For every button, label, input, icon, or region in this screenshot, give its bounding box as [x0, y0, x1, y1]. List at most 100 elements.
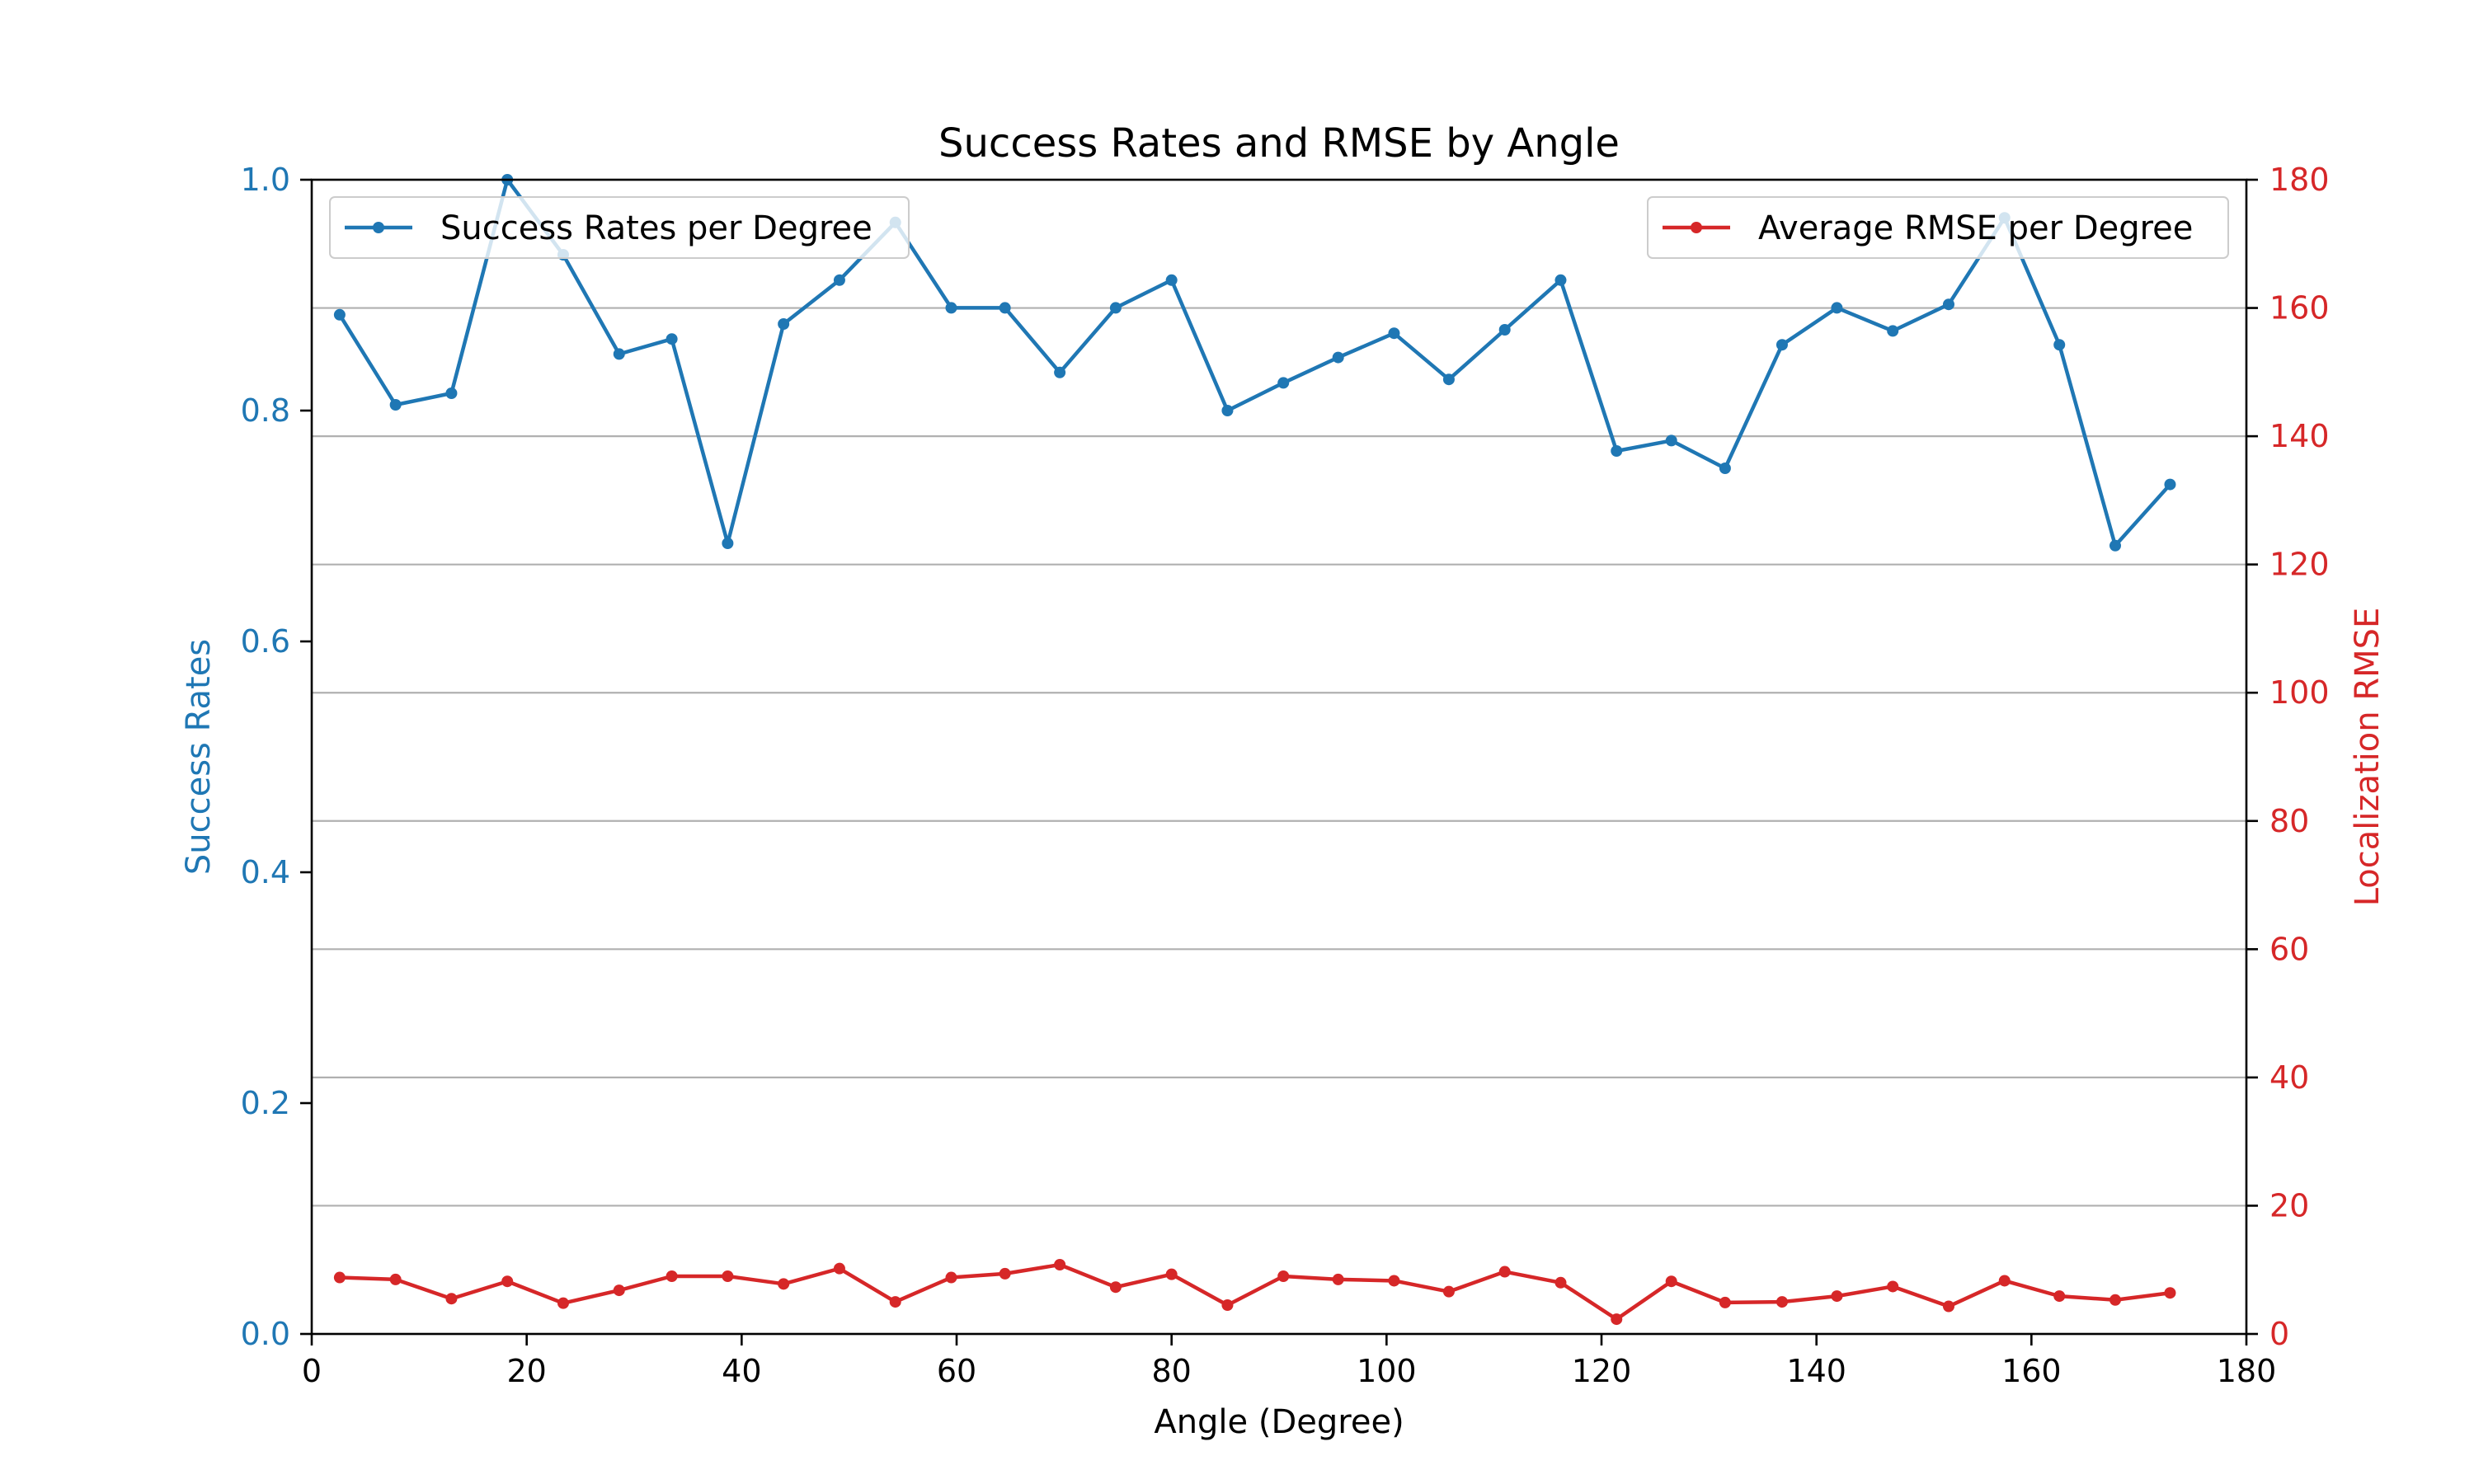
- rmse-point-18: [1332, 1273, 1344, 1285]
- right-y-tick-label-6: 120: [2269, 547, 2330, 583]
- rmse-point-5: [613, 1284, 625, 1297]
- left-y-tick-label-5: 1.0: [241, 162, 290, 198]
- left-y-tick-label-4: 0.8: [241, 392, 290, 429]
- success-rate-point-6: [666, 333, 678, 345]
- right-y-tick-label-4: 80: [2269, 803, 2309, 839]
- rmse-point-15: [1165, 1268, 1178, 1280]
- rmse-point-0: [333, 1271, 346, 1284]
- rmse-point-8: [778, 1278, 790, 1290]
- success-rate-point-1: [389, 399, 402, 411]
- legend-success-rates: Success Rates per Degree: [329, 196, 910, 259]
- legend-average-rmse-label: Average RMSE per Degree: [1758, 209, 2193, 247]
- x-tick-label-7: 140: [1786, 1353, 1846, 1389]
- x-tick-label-2: 40: [722, 1353, 761, 1389]
- success-rate-point-7: [722, 538, 734, 549]
- success-rate-point-29: [1942, 298, 1954, 311]
- x-tick-label-4: 80: [1151, 1353, 1191, 1389]
- right-y-axis-label: Localization RMSE: [2349, 608, 2387, 907]
- left-y-tick-label-2: 0.4: [241, 854, 290, 890]
- rmse-point-26: [1776, 1296, 1788, 1308]
- success-rate-point-20: [1442, 373, 1455, 386]
- right-y-tick-label-2: 40: [2269, 1059, 2309, 1096]
- success-rate-point-32: [2109, 539, 2121, 552]
- rmse-point-6: [666, 1270, 678, 1282]
- success-rate-point-23: [1611, 445, 1623, 457]
- success-rate-point-9: [833, 274, 845, 286]
- rmse-point-20: [1442, 1285, 1455, 1298]
- x-axis: 0 20 40 60 80 100 120 140 160 180: [302, 1334, 2276, 1389]
- success-rate-point-21: [1498, 324, 1511, 336]
- success-rate-point-8: [778, 318, 790, 330]
- success-rate-point-24: [1665, 434, 1677, 447]
- rmse-point-4: [557, 1297, 569, 1309]
- rmse-point-29: [1942, 1300, 1954, 1313]
- x-tick-label-5: 100: [1357, 1353, 1417, 1389]
- success-rate-line: [337, 177, 2172, 548]
- x-tick-label-0: 0: [302, 1353, 322, 1389]
- legend-average-rmse: Average RMSE per Degree: [1647, 196, 2229, 259]
- rmse-point-21: [1498, 1266, 1511, 1278]
- rmse-point-24: [1665, 1275, 1677, 1288]
- rmse-point-10: [889, 1296, 901, 1308]
- success-rate-point-15: [1165, 274, 1178, 286]
- x-tick-label-8: 160: [2001, 1353, 2062, 1389]
- success-rate-point-31: [2053, 339, 2066, 351]
- x-tick-label-9: 180: [2217, 1353, 2277, 1389]
- rmse-point-12: [999, 1267, 1011, 1280]
- success-rate-point-27: [1831, 302, 1843, 314]
- rmse-point-33: [2164, 1287, 2176, 1299]
- success-rate-point-12: [999, 302, 1011, 314]
- left-y-axis: 0.0 0.2 0.4 0.6 0.8 1.0: [241, 162, 312, 1352]
- x-axis-label: Angle (Degree): [1154, 1403, 1404, 1441]
- success-rate-point-13: [1054, 366, 1066, 378]
- left-y-tick-label-3: 0.6: [241, 623, 290, 660]
- rmse-point-14: [1109, 1281, 1122, 1294]
- success-rate-point-33: [2164, 478, 2176, 491]
- success-rate-point-25: [1719, 463, 1731, 474]
- rmse-point-7: [722, 1270, 734, 1282]
- rmse-point-9: [833, 1262, 845, 1275]
- success-rate-point-18: [1332, 351, 1344, 364]
- legend-average-rmse-frame: [1647, 196, 2229, 259]
- grid-layer: [312, 307, 2246, 1207]
- right-y-tick-label-0: 0: [2269, 1316, 2289, 1352]
- right-y-tick-label-1: 20: [2269, 1187, 2309, 1223]
- rmse-point-22: [1554, 1276, 1567, 1289]
- legend-success-rates-label: Success Rates per Degree: [440, 209, 872, 247]
- rmse-point-25: [1719, 1296, 1731, 1308]
- x-tick-label-6: 120: [1572, 1353, 1632, 1389]
- rmse-point-31: [2053, 1290, 2066, 1303]
- right-y-tick-label-8: 160: [2269, 290, 2330, 326]
- success-rate-point-11: [945, 302, 957, 314]
- rmse-point-32: [2109, 1294, 2121, 1306]
- legend-success-rates-marker: [373, 222, 384, 233]
- rmse-point-16: [1221, 1299, 1234, 1311]
- x-tick-label-1: 20: [506, 1353, 546, 1389]
- rmse-point-23: [1611, 1313, 1623, 1326]
- rmse-point-28: [1887, 1280, 1899, 1293]
- rmse-point-2: [445, 1293, 458, 1305]
- right-y-tick-label-5: 100: [2269, 674, 2330, 711]
- rmse-point-19: [1388, 1275, 1400, 1287]
- right-y-tick-label-7: 140: [2269, 418, 2330, 454]
- success-rate-point-14: [1109, 302, 1122, 314]
- rmse-point-1: [389, 1273, 402, 1285]
- success-rate-point-28: [1887, 325, 1899, 337]
- success-rate-point-22: [1554, 274, 1567, 286]
- left-y-tick-label-0: 0.0: [241, 1316, 290, 1352]
- legend-average-rmse-marker: [1691, 222, 1702, 233]
- rmse-point-13: [1054, 1259, 1066, 1270]
- chart-title: Success Rates and RMSE by Angle: [938, 120, 1620, 167]
- right-y-tick-label-9: 180: [2269, 162, 2330, 198]
- series-layer: [333, 174, 2176, 1326]
- left-y-axis-label: Success Rates: [180, 639, 218, 875]
- right-y-axis: 0 20 40 60 80 100 120 140 160 180: [2246, 162, 2330, 1352]
- success-rate-point-0: [333, 308, 346, 321]
- legend-success-rates-frame: [329, 196, 910, 259]
- rmse-point-17: [1277, 1270, 1290, 1282]
- success-rate-point-16: [1221, 405, 1234, 416]
- rmse-point-30: [1998, 1275, 2011, 1287]
- success-rate-point-26: [1776, 339, 1788, 351]
